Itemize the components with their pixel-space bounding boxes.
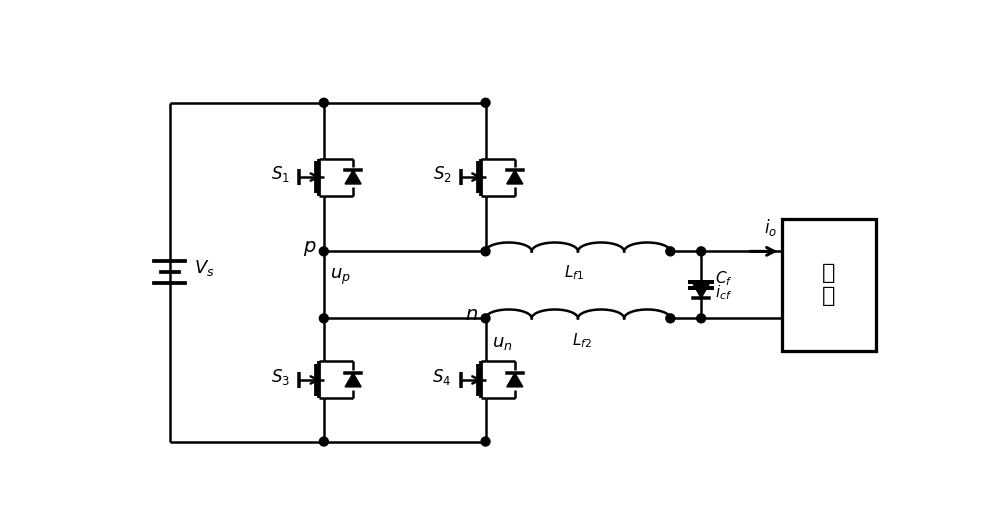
- Circle shape: [481, 247, 490, 256]
- Text: $i_o$: $i_o$: [764, 217, 777, 238]
- Text: $L_{f1}$: $L_{f1}$: [564, 263, 584, 282]
- Circle shape: [481, 437, 490, 446]
- Text: $L_{f2}$: $L_{f2}$: [572, 332, 592, 350]
- Circle shape: [319, 98, 328, 107]
- Text: $C_f$: $C_f$: [715, 269, 733, 288]
- Circle shape: [697, 314, 706, 323]
- Circle shape: [481, 98, 490, 107]
- Text: $V_s$: $V_s$: [194, 258, 215, 278]
- Text: $u_n$: $u_n$: [492, 334, 512, 352]
- Text: $S_4$: $S_4$: [432, 367, 452, 387]
- Text: $n$: $n$: [465, 306, 478, 324]
- Text: $S_3$: $S_3$: [271, 367, 290, 387]
- Polygon shape: [507, 373, 523, 387]
- Text: $S_1$: $S_1$: [271, 164, 290, 184]
- Circle shape: [319, 437, 328, 446]
- Text: 负
载: 负 载: [822, 263, 836, 306]
- Circle shape: [319, 247, 328, 256]
- Polygon shape: [345, 170, 361, 184]
- FancyBboxPatch shape: [782, 219, 876, 351]
- Polygon shape: [507, 170, 523, 184]
- Circle shape: [666, 314, 675, 323]
- Circle shape: [697, 247, 706, 256]
- Text: $i_{cf}$: $i_{cf}$: [715, 283, 732, 302]
- Circle shape: [319, 314, 328, 323]
- Circle shape: [481, 314, 490, 323]
- Polygon shape: [693, 284, 709, 298]
- Polygon shape: [345, 373, 361, 387]
- Text: $u_p$: $u_p$: [330, 267, 351, 287]
- Circle shape: [666, 247, 675, 256]
- Text: $p$: $p$: [303, 239, 316, 258]
- Text: $S_2$: $S_2$: [433, 164, 452, 184]
